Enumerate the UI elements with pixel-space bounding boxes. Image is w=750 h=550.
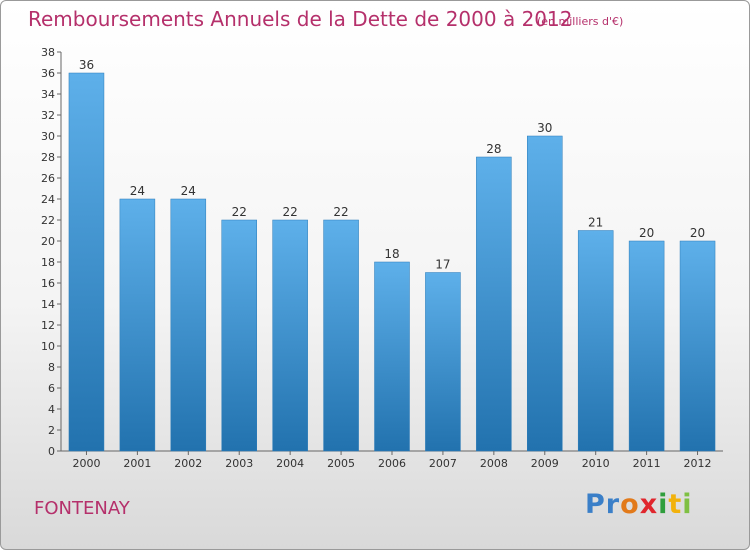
- data-label-2006: 18: [384, 247, 399, 261]
- bar-2012: [679, 240, 716, 452]
- bar-2011: [628, 240, 665, 452]
- y-tick-label: 32: [41, 109, 55, 122]
- x-tick-label-2008: 2008: [480, 457, 508, 470]
- data-label-2011: 20: [639, 226, 654, 240]
- data-label-2009: 30: [537, 121, 552, 135]
- data-label-2008: 28: [486, 142, 501, 156]
- bar-2008: [476, 156, 512, 452]
- bar-2004: [272, 219, 308, 452]
- y-tick-label: 26: [41, 172, 55, 185]
- y-tick-label: 18: [41, 256, 55, 269]
- bar-2006: [374, 261, 410, 452]
- y-tick-label: 8: [48, 361, 55, 374]
- labels: 36 2000 24 2001 24 2002 22 2003 22 2004 22 2005 18 20…: [72, 58, 711, 470]
- proxiti-logo: Proxiti: [585, 489, 693, 520]
- data-label-2001: 24: [130, 184, 145, 198]
- logo-letter: x: [639, 489, 659, 520]
- y-tick-label: 6: [48, 382, 55, 395]
- data-label-2007: 17: [435, 258, 450, 272]
- data-label-2010: 21: [588, 216, 603, 230]
- x-tick-label-2002: 2002: [174, 457, 202, 470]
- y-tick-label: 20: [41, 235, 55, 248]
- y-tick-label: 30: [41, 130, 55, 143]
- bar-2002: [170, 198, 207, 452]
- logo-letter: o: [620, 489, 640, 520]
- x-tick-label-2007: 2007: [429, 457, 457, 470]
- y-tick-label: 12: [41, 319, 55, 332]
- bar-2007: [425, 272, 461, 452]
- x-tick-label-2003: 2003: [225, 457, 253, 470]
- x-tick-label-2001: 2001: [123, 457, 151, 470]
- y-tick-label: 16: [41, 277, 55, 290]
- x-tick-label-2006: 2006: [378, 457, 406, 470]
- unit-note: (en milliers d'€): [537, 15, 624, 28]
- logo-letter: t: [668, 489, 683, 520]
- y-tick-label: 4: [48, 403, 55, 416]
- y-tick-label: 10: [41, 340, 55, 353]
- data-label-2000: 36: [79, 58, 94, 72]
- y-tick-label: 14: [41, 298, 55, 311]
- logo-letter: P: [585, 489, 606, 520]
- data-label-2002: 24: [181, 184, 196, 198]
- y-tick-label: 36: [41, 67, 55, 80]
- data-label-2003: 22: [232, 205, 247, 219]
- y-tick-label: 22: [41, 214, 55, 227]
- logo-letter: i: [658, 489, 669, 520]
- bar-2009: [527, 135, 563, 452]
- x-tick-label-2000: 2000: [72, 457, 100, 470]
- chart-title: Remboursements Annuels de la Dette de 20…: [28, 7, 573, 31]
- data-label-2005: 22: [333, 205, 348, 219]
- x-tick-label-2010: 2010: [582, 457, 610, 470]
- bar-2001: [119, 198, 156, 452]
- x-tick-label-2011: 2011: [633, 457, 661, 470]
- commune-name: FONTENAY: [34, 498, 130, 519]
- x-tick-label-2009: 2009: [531, 457, 559, 470]
- bar-2005: [323, 219, 359, 452]
- x-tick-label-2005: 2005: [327, 457, 355, 470]
- logo-letter: r: [605, 489, 621, 520]
- bars: [68, 72, 716, 455]
- data-label-2012: 20: [690, 226, 705, 240]
- logo-letter: i: [682, 489, 693, 520]
- y-tick-label: 38: [41, 46, 55, 59]
- bar-2003: [221, 219, 257, 452]
- y-tick-label: 34: [41, 88, 55, 101]
- data-label-2004: 22: [283, 205, 298, 219]
- y-tick-label: 24: [41, 193, 55, 206]
- bar-2010: [577, 230, 614, 452]
- x-tick-label-2012: 2012: [684, 457, 712, 470]
- x-tick-label-2004: 2004: [276, 457, 304, 470]
- y-tick-label: 2: [48, 424, 55, 437]
- y-tick-label: 28: [41, 151, 55, 164]
- bar-2000: [68, 72, 105, 452]
- y-tick-label: 0: [48, 445, 55, 458]
